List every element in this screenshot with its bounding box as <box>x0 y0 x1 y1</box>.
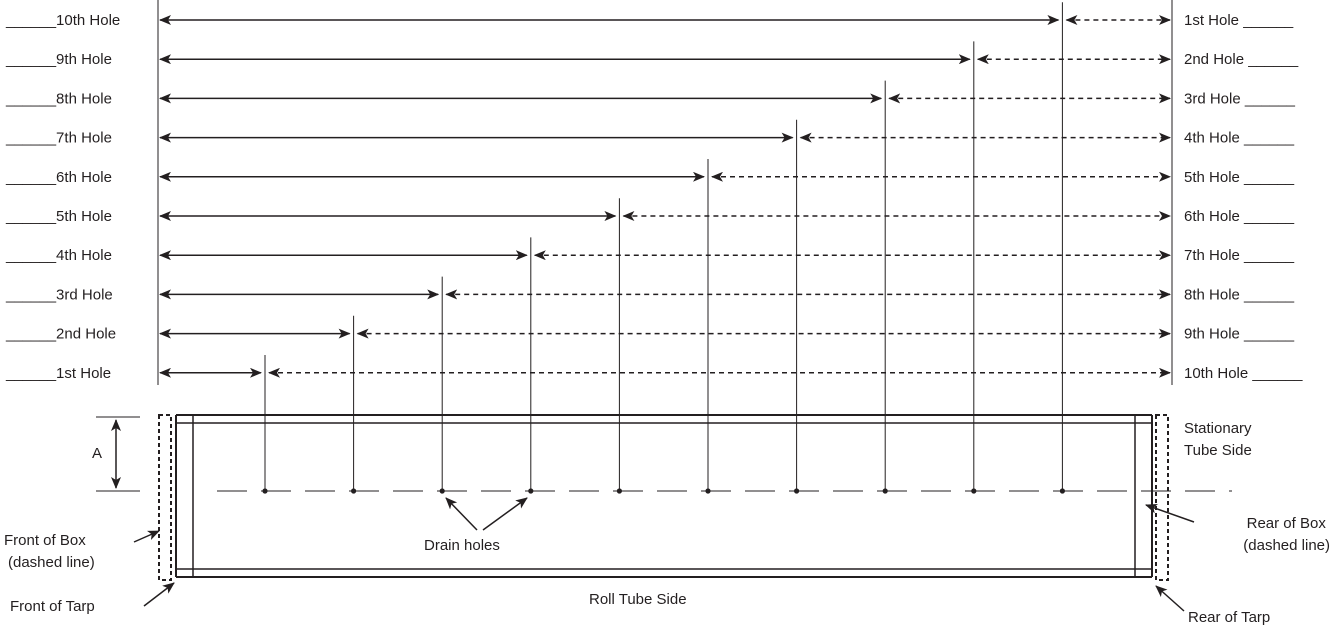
left-hole-label: ______10th Hole <box>5 12 120 29</box>
right-hole-label: 1st Hole ______ <box>1184 12 1294 29</box>
right-hole-label: 7th Hole ______ <box>1184 247 1295 264</box>
dimension-a <box>96 416 140 492</box>
left-hole-label: ______4th Hole <box>5 247 112 264</box>
front-of-tarp-arrow <box>143 582 175 607</box>
left-hole-label: ______9th Hole <box>5 51 112 68</box>
roll-tube-side-label: Roll Tube Side <box>589 591 687 608</box>
stationary-tube-side-label: Stationary Tube Side <box>1184 420 1256 459</box>
drain-holes-arrow-right <box>482 497 528 531</box>
left-hole-label: ______1st Hole <box>5 365 111 382</box>
rear-of-tarp-arrow <box>1155 585 1185 612</box>
left-hole-label: ______7th Hole <box>5 130 112 147</box>
right-hole-label: 4th Hole ______ <box>1184 130 1295 147</box>
front-of-box-arrow <box>133 530 160 543</box>
right-hole-label: 2nd Hole ______ <box>1184 51 1299 68</box>
right-hole-label: 8th Hole ______ <box>1184 286 1295 303</box>
left-hole-label: ______6th Hole <box>5 169 112 186</box>
front-of-box-dashed <box>158 414 172 581</box>
rear-of-box-label: Rear of Box (dashed line) <box>1243 515 1330 554</box>
rear-of-box-dashed <box>1155 414 1169 581</box>
hole-dimension-rows: ______10th Hole 1st Hole ______ ______9th … <box>5 12 1303 382</box>
drain-holes-label: Drain holes <box>424 537 500 554</box>
tarp-box <box>158 414 1169 581</box>
dimension-a-label: A <box>92 445 102 462</box>
right-hole-label: 5th Hole ______ <box>1184 169 1295 186</box>
front-of-tarp-label: Front of Tarp <box>10 598 95 615</box>
left-hole-label: ______5th Hole <box>5 208 112 225</box>
left-hole-label: ______2nd Hole <box>5 326 116 343</box>
right-hole-label: 6th Hole ______ <box>1184 208 1295 225</box>
rear-of-box-arrow <box>1145 503 1195 523</box>
right-hole-label: 3rd Hole ______ <box>1184 90 1296 107</box>
left-hole-label: ______3rd Hole <box>5 286 113 303</box>
front-of-box-label: Front of Box (dashed line) <box>4 532 95 571</box>
left-hole-label: ______8th Hole <box>5 90 112 107</box>
right-hole-label: 9th Hole ______ <box>1184 326 1295 343</box>
rear-of-tarp-label: Rear of Tarp <box>1188 609 1270 626</box>
drain-holes-arrow-left <box>445 497 478 531</box>
drain-hole-markers <box>262 2 1065 494</box>
right-hole-label: 10th Hole ______ <box>1184 365 1303 382</box>
